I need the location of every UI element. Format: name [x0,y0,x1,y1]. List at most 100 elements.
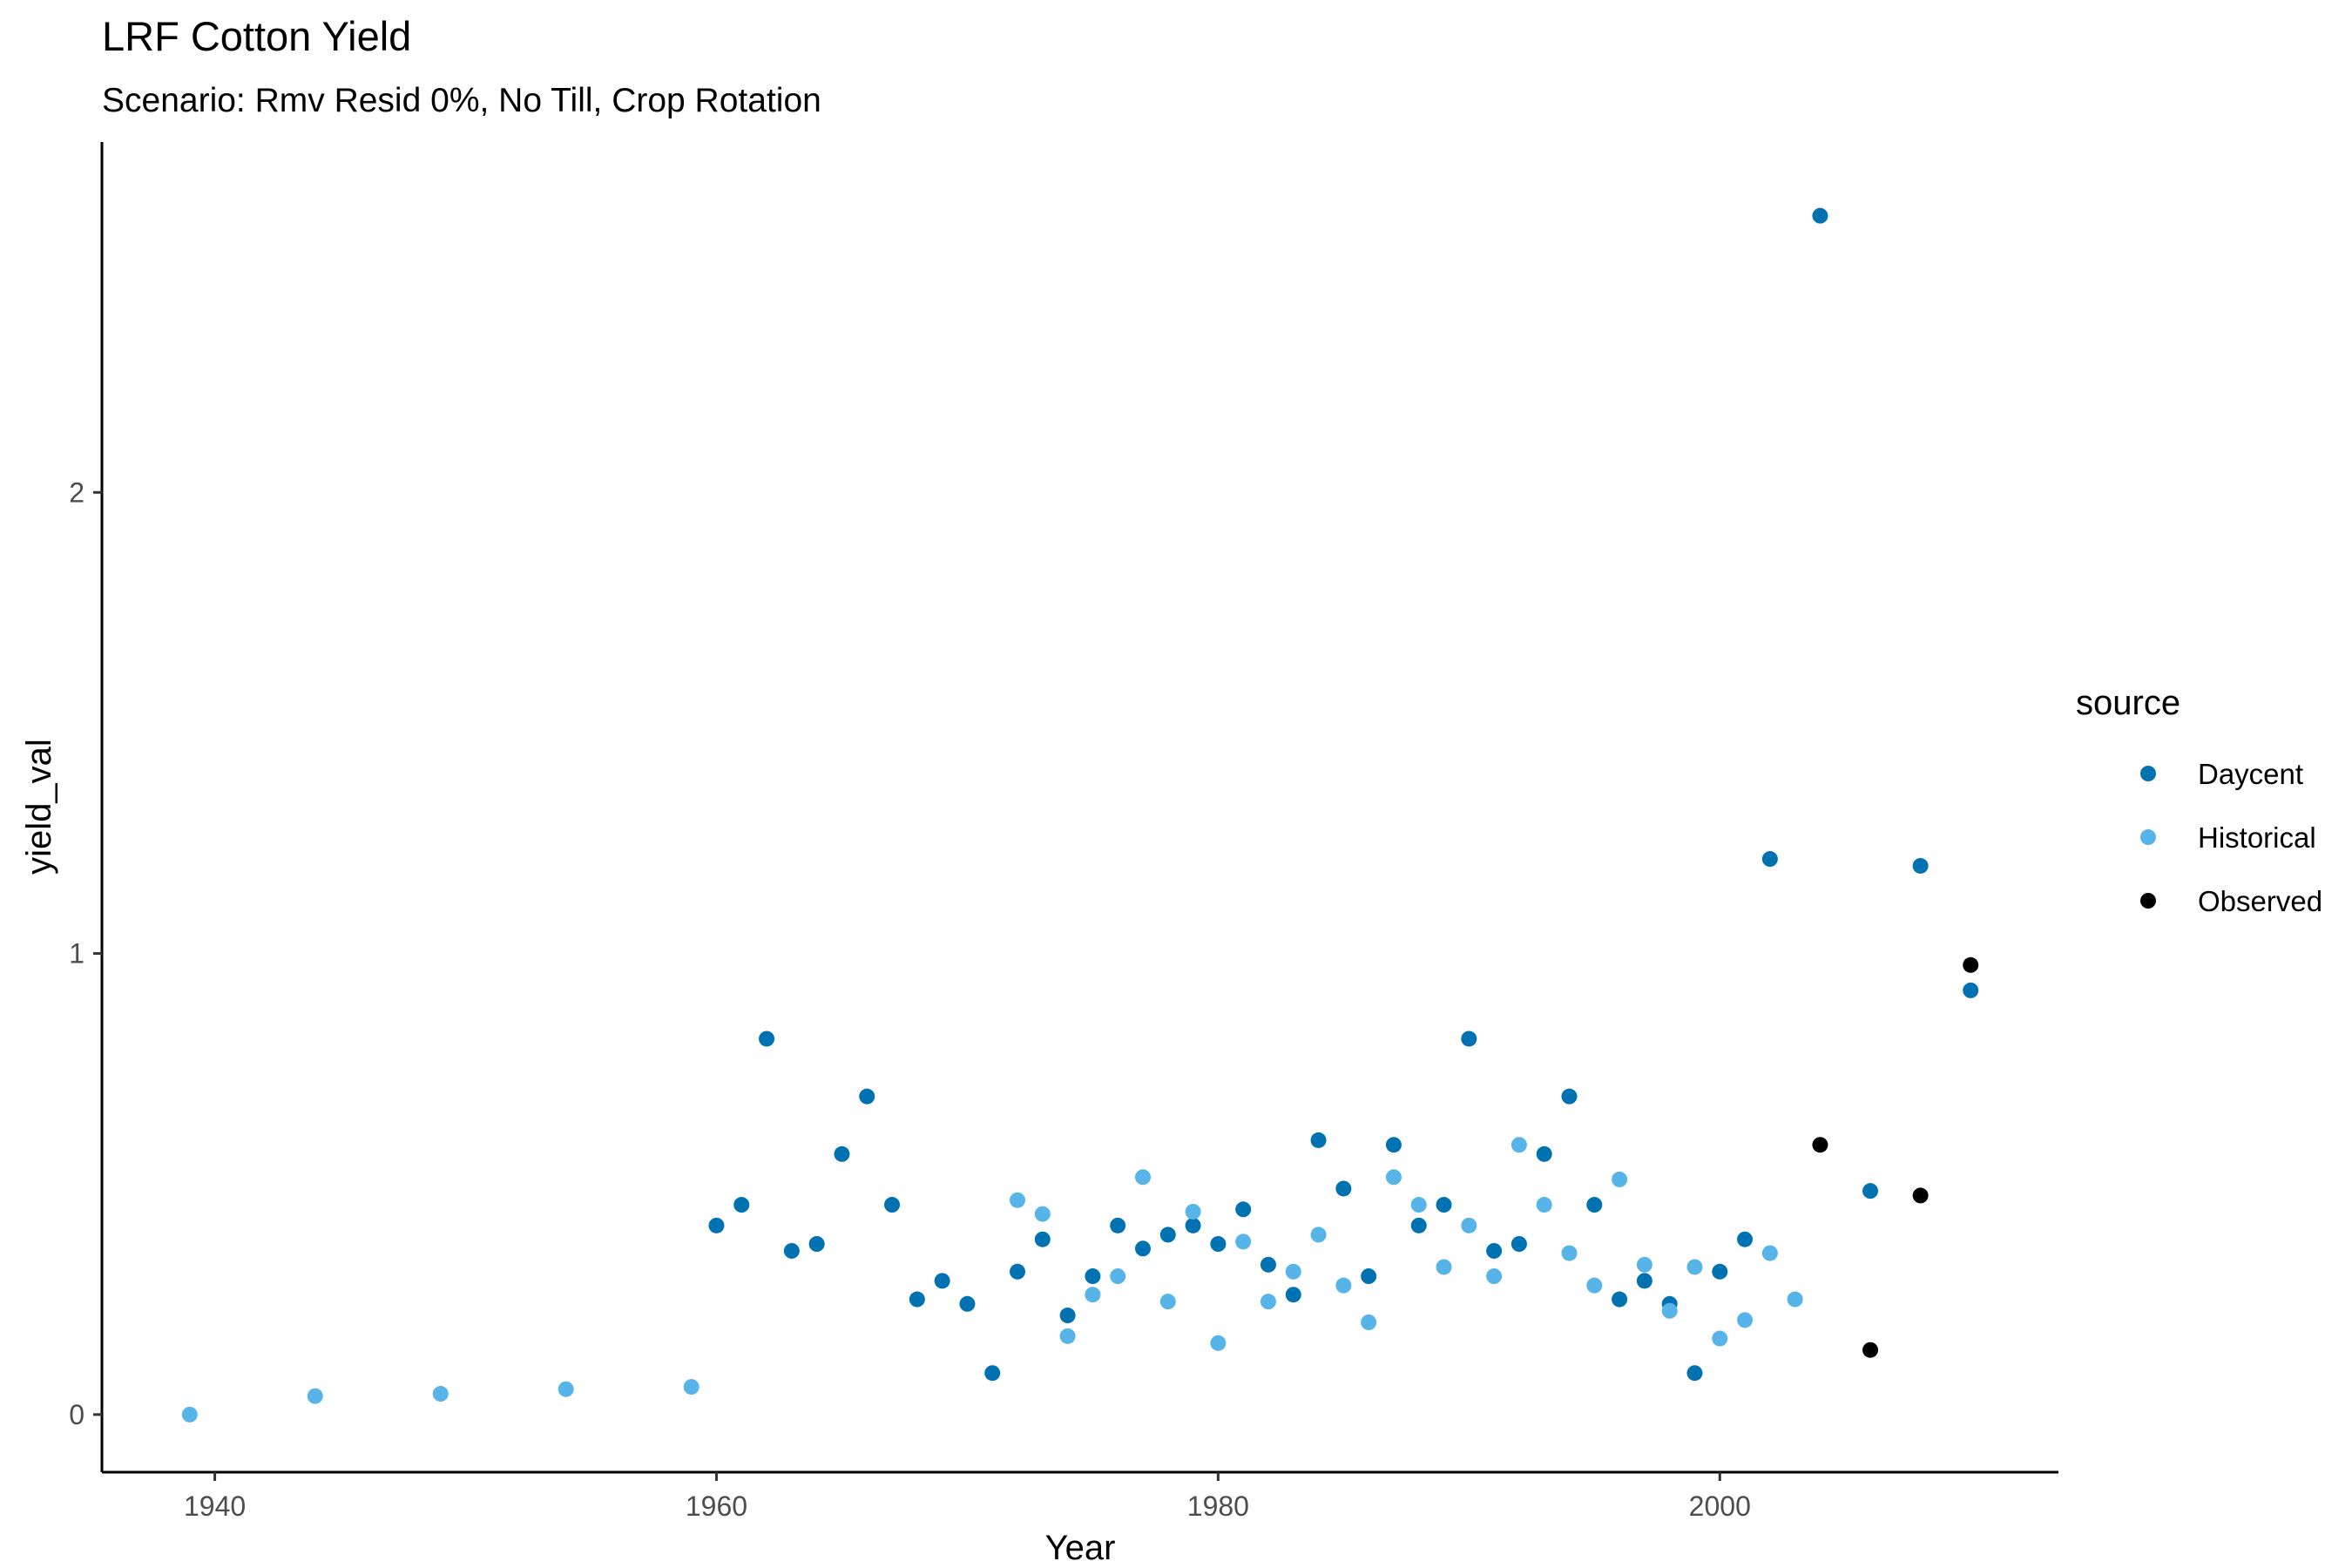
point-daycent [1159,1227,1176,1243]
x-tick-label: 1980 [1187,1490,1249,1522]
legend-title: source [2076,684,2180,722]
chart-subtitle: Scenario: Rmv Resid 0%, No Till, Crop Ro… [102,82,821,119]
point-daycent [884,1197,901,1213]
y-ticks: 0 1 2 [69,476,102,1430]
point-historical [1436,1259,1452,1275]
point-historical [1260,1294,1276,1310]
point-daycent [1511,1236,1527,1253]
point-daycent [859,1088,875,1105]
point-daycent [1612,1291,1628,1308]
point-daycent [1034,1231,1051,1247]
point-daycent [1912,857,1929,874]
x-axis-title: Year [1045,1529,1116,1567]
point-historical [181,1406,198,1423]
x-tick-label: 2000 [1689,1490,1751,1522]
point-historical [558,1381,574,1397]
point-historical [1410,1197,1427,1213]
plot-area: 0 1 2 1940 1960 1980 2000 [69,142,2058,1522]
point-daycent [1059,1308,1076,1324]
point-daycent [1185,1217,1201,1233]
point-daycent [959,1295,976,1312]
point-historical [1235,1233,1252,1250]
point-daycent [1335,1180,1352,1197]
point-historical [1085,1287,1101,1303]
point-historical [1612,1171,1628,1187]
point-historical [683,1379,700,1396]
legend-items: Daycent Historical Observed [2140,758,2322,917]
legend-label-historical: Historical [2198,821,2316,854]
point-daycent [1410,1217,1427,1233]
point-historical [1511,1137,1527,1153]
point-daycent [1085,1268,1101,1285]
point-historical [1686,1259,1703,1275]
point-historical [1034,1206,1051,1222]
point-daycent [1561,1088,1578,1105]
point-daycent [909,1291,925,1308]
point-historical [1761,1245,1778,1261]
point-observed [1963,956,1979,973]
point-daycent [759,1031,775,1047]
x-tick-label: 1940 [184,1490,246,1522]
point-historical [1636,1256,1652,1273]
point-historical [1586,1277,1603,1294]
point-historical [1787,1291,1803,1308]
point-daycent [1260,1256,1276,1273]
point-historical [307,1388,323,1404]
point-daycent [1285,1287,1301,1303]
point-historical [1561,1245,1578,1261]
point-daycent [1110,1217,1126,1233]
point-daycent [808,1236,825,1253]
legend-key-observed [2140,893,2156,909]
point-daycent [1461,1031,1477,1047]
legend: source Daycent Historical Observed [2076,684,2322,917]
point-observed [1812,1137,1828,1153]
point-historical [1461,1217,1477,1233]
y-tick-label: 1 [69,938,84,970]
chart-title: LRF Cotton Yield [102,13,411,59]
point-historical [1737,1312,1754,1328]
point-historical [1185,1203,1201,1220]
y-tick-label: 0 [69,1399,84,1430]
point-historical [1536,1197,1552,1213]
x-ticks: 1940 1960 1980 2000 [184,1472,1751,1522]
point-historical [1335,1277,1352,1294]
point-daycent [1310,1132,1327,1148]
point-historical [1310,1227,1327,1243]
point-daycent [1586,1197,1603,1213]
point-daycent [1737,1231,1754,1247]
point-historical [1486,1268,1503,1285]
point-historical [1385,1169,1402,1186]
point-historical [1010,1192,1026,1208]
point-daycent [1636,1273,1652,1289]
point-historical [432,1386,449,1402]
point-historical [1134,1169,1151,1186]
point-observed [1862,1342,1879,1358]
x-tick-label: 1960 [686,1490,747,1522]
legend-key-historical [2140,829,2156,845]
point-daycent [1385,1137,1402,1153]
y-tick-label: 2 [69,476,84,508]
point-daycent [1235,1201,1252,1218]
point-daycent [1761,851,1778,868]
point-historical [1361,1314,1377,1330]
point-historical [1210,1335,1227,1351]
point-daycent [1486,1242,1503,1259]
point-daycent [1010,1263,1026,1280]
point-daycent [1712,1263,1728,1280]
point-historical [1285,1263,1301,1280]
point-daycent [1963,982,1979,998]
point-daycent [984,1365,1001,1382]
point-daycent [1134,1240,1151,1257]
point-daycent [1361,1268,1377,1285]
point-daycent [934,1273,950,1289]
point-daycent [1862,1183,1879,1200]
point-daycent [1436,1197,1452,1213]
point-daycent [783,1242,800,1259]
point-daycent [1686,1365,1703,1382]
data-points [181,207,1979,1423]
point-daycent [733,1197,750,1213]
y-axis-title: yield_val [20,739,58,875]
point-observed [1912,1187,1929,1204]
point-daycent [834,1146,850,1162]
